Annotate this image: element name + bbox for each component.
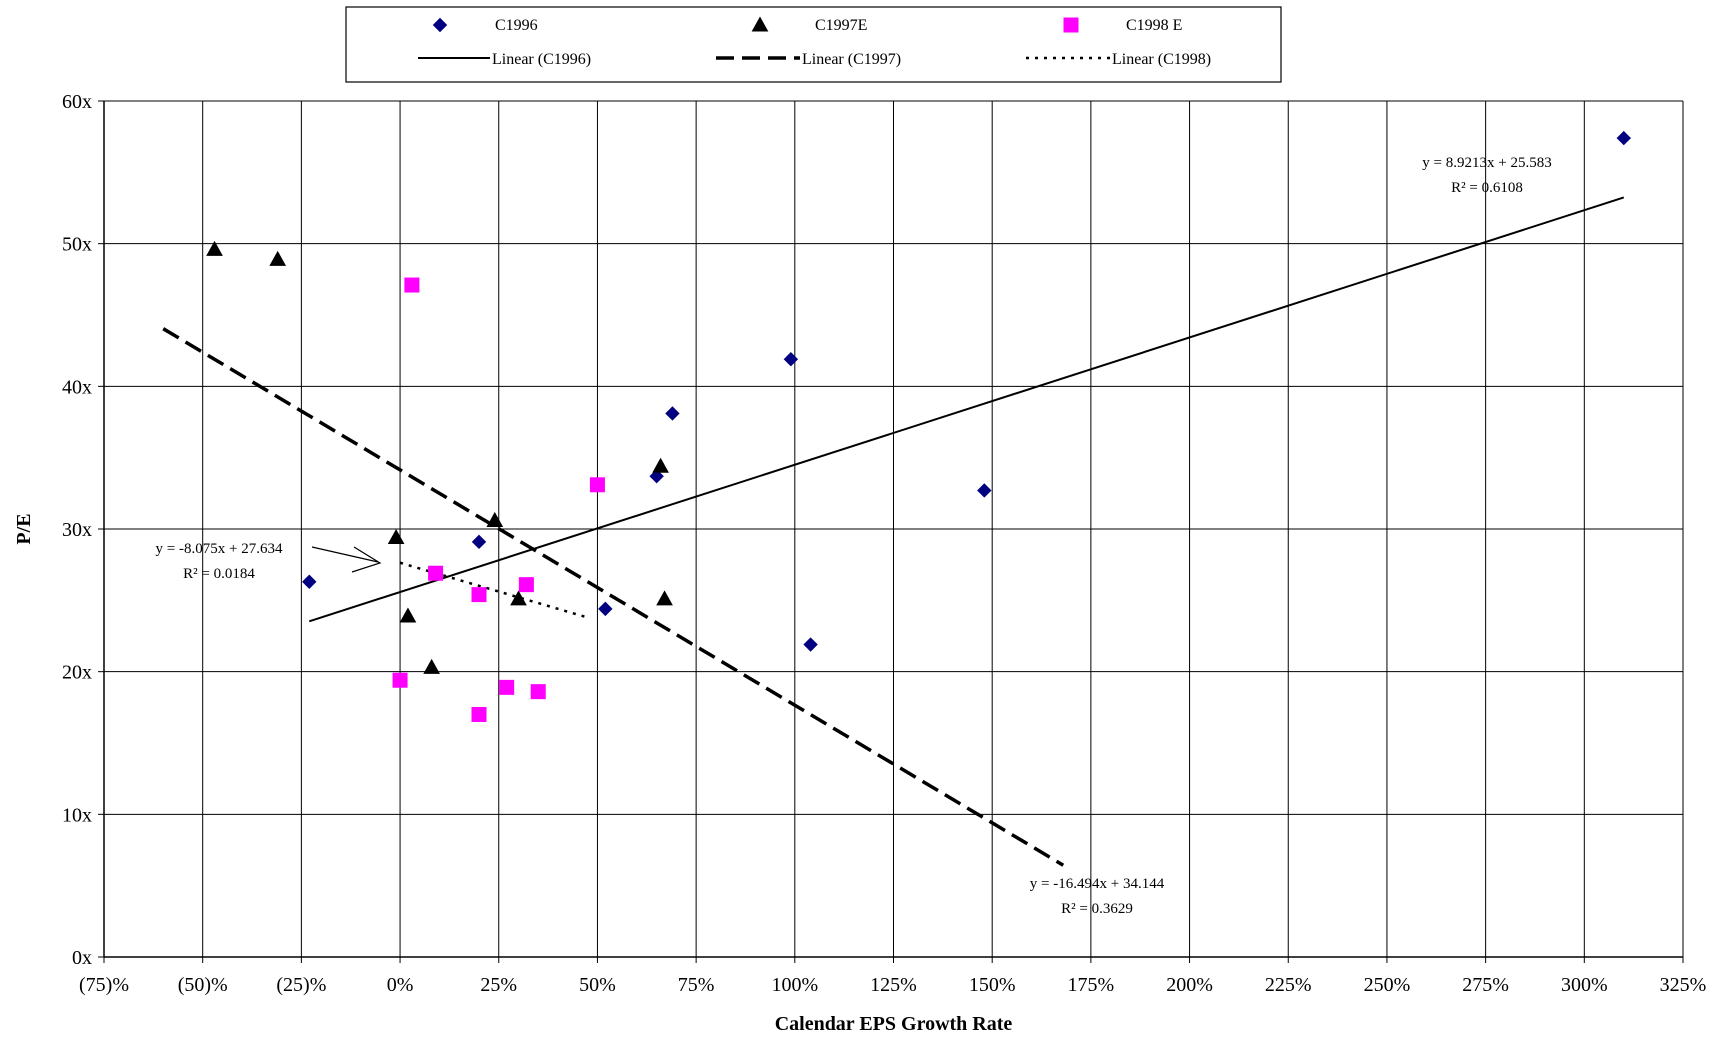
legend: C1996 C1997E C1998 E Linear (C1996) Linear (… xyxy=(345,6,1282,83)
legend-box xyxy=(345,6,1282,83)
axis-titles: Calendar EPS Growth Rate P/E xyxy=(13,513,1012,1035)
x-tick-label: 25% xyxy=(480,974,517,996)
data-point-square xyxy=(404,277,420,293)
trendline-equation: y = -8.075x + 27.634 xyxy=(156,541,283,557)
x-tick-label: 50% xyxy=(579,974,616,996)
x-axis-title: Calendar EPS Growth Rate xyxy=(775,1013,1013,1035)
data-point-diamond xyxy=(471,534,487,550)
annotation-arrow-head xyxy=(351,546,382,573)
y-tick-label: 30x xyxy=(62,519,92,541)
data-point-diamond xyxy=(649,469,664,484)
trendline-r-squared: R² = 0.6108 xyxy=(1451,180,1523,196)
annotation-arrow-shaft xyxy=(311,546,379,563)
data-point-diamond xyxy=(302,574,317,589)
legend-label: Linear (C1998) xyxy=(1112,51,1211,68)
y-tick-label: 60x xyxy=(62,91,92,113)
x-tick-label: 225% xyxy=(1265,974,1312,996)
trendline-dotted xyxy=(399,561,590,620)
legend-label: Linear (C1996) xyxy=(492,51,591,68)
trendline-equation: y = -16.494x + 34.144 xyxy=(1030,876,1165,892)
y-tick-label: 50x xyxy=(62,234,92,256)
data-point-triangle xyxy=(387,529,405,545)
data-point-triangle xyxy=(269,250,287,266)
trendline-r-squared: R² = 0.0184 xyxy=(183,566,255,582)
data-point-diamond xyxy=(1616,130,1631,146)
y-tick-label: 0x xyxy=(72,947,92,969)
data-point-square xyxy=(518,577,534,593)
y-axis-title: P/E xyxy=(13,513,35,544)
legend-marker-triangle xyxy=(751,16,769,32)
x-tick-label: 125% xyxy=(870,974,917,996)
data-point-triangle xyxy=(423,658,440,674)
trendline-r-squared: R² = 0.3629 xyxy=(1061,901,1133,917)
legend-label: C1996 xyxy=(495,17,538,34)
data-point-triangle xyxy=(510,590,527,606)
data-point-triangle xyxy=(399,607,417,623)
legend-label: C1997E xyxy=(815,17,867,34)
trendlines xyxy=(162,196,1625,867)
x-tick-label: 75% xyxy=(678,974,715,996)
data-point-square xyxy=(392,672,408,688)
data-points xyxy=(206,130,1631,722)
grid-lines xyxy=(104,100,1684,957)
data-point-square xyxy=(589,477,605,493)
x-tick-label: 275% xyxy=(1462,974,1509,996)
x-tick-label: 175% xyxy=(1068,974,1115,996)
x-tick-label: 300% xyxy=(1561,974,1608,996)
data-point-diamond xyxy=(783,352,799,367)
trendline-solid xyxy=(308,196,1625,623)
data-point-triangle xyxy=(206,240,223,256)
x-tick-label: 150% xyxy=(969,974,1016,996)
x-tick-label: (75)% xyxy=(79,974,129,996)
x-tick-label: 0% xyxy=(387,974,414,996)
data-point-diamond xyxy=(803,637,818,652)
x-tick-label: (25)% xyxy=(276,974,326,996)
data-point-square xyxy=(530,684,546,700)
data-point-square xyxy=(471,587,487,603)
legend-marker-diamond xyxy=(432,17,448,33)
data-point-diamond xyxy=(977,483,992,498)
legend-label: C1998 E xyxy=(1126,17,1182,34)
x-tick-label: 325% xyxy=(1660,974,1707,996)
trendline-equations: y = 8.9213x + 25.583 R² = 0.6108 y = -16.4… xyxy=(156,155,1552,917)
legend-label: Linear (C1997) xyxy=(802,51,901,68)
legend-marker-square xyxy=(1063,17,1079,33)
data-point-diamond xyxy=(598,601,613,617)
trendline-dashed xyxy=(162,327,1065,867)
x-tick-label: 200% xyxy=(1166,974,1213,996)
y-tick-label: 40x xyxy=(62,376,92,398)
data-point-triangle xyxy=(652,457,669,473)
x-tick-label: 100% xyxy=(771,974,818,996)
data-point-square xyxy=(499,679,515,695)
data-point-triangle xyxy=(486,511,504,527)
data-point-square xyxy=(471,706,487,722)
trendline-equation: y = 8.9213x + 25.583 xyxy=(1422,155,1551,171)
data-point-triangle xyxy=(656,590,673,606)
x-tick-label: (50)% xyxy=(178,974,228,996)
y-tick-label: 10x xyxy=(62,804,92,826)
tick-labels: (75)% (50)% (25)% 0% 25% 50% 75% 100% 125% 150% 17… xyxy=(62,91,1706,996)
data-point-square xyxy=(428,565,444,581)
x-tick-label: 250% xyxy=(1364,974,1411,996)
data-point-diamond xyxy=(665,406,680,421)
axes xyxy=(98,100,1684,963)
y-tick-label: 20x xyxy=(62,662,92,684)
